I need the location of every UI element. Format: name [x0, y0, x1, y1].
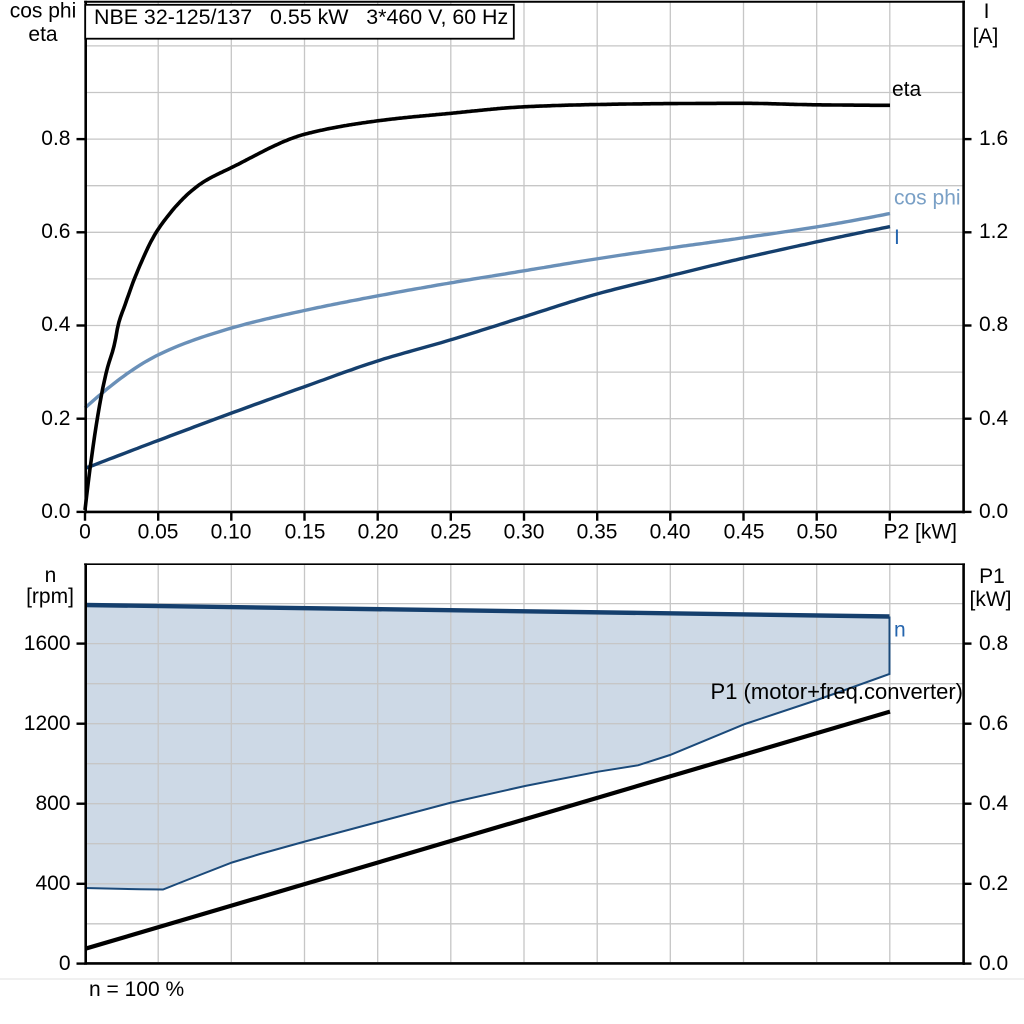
svg-text:0.8: 0.8	[979, 313, 1008, 336]
svg-text:0.2: 0.2	[41, 407, 70, 430]
svg-text:NBE 32-125/137 0.55 kW 3*4: NBE 32-125/137 0.55 kW 3*460 V, 60 Hz	[94, 5, 508, 29]
svg-text:[kW]: [kW]	[970, 588, 1012, 611]
svg-text:[A]: [A]	[973, 25, 999, 48]
svg-text:1.2: 1.2	[979, 220, 1008, 243]
svg-text:0.45: 0.45	[724, 520, 765, 543]
svg-text:0.4: 0.4	[41, 313, 71, 336]
svg-text:400: 400	[35, 872, 70, 895]
svg-text:I: I	[984, 0, 990, 23]
svg-text:eta: eta	[892, 78, 922, 101]
svg-text:cos phi: cos phi	[894, 187, 961, 210]
svg-text:0.0: 0.0	[979, 500, 1008, 523]
svg-text:n = 100 %: n = 100 %	[89, 978, 184, 1001]
svg-text:P2 [kW]: P2 [kW]	[883, 520, 957, 543]
svg-text:[rpm]: [rpm]	[26, 585, 74, 608]
svg-text:0.10: 0.10	[211, 520, 252, 543]
svg-text:0.40: 0.40	[650, 520, 691, 543]
svg-text:0.30: 0.30	[504, 520, 545, 543]
svg-text:1600: 1600	[24, 632, 71, 655]
svg-text:0.6: 0.6	[979, 712, 1008, 735]
svg-text:I: I	[894, 226, 900, 249]
svg-text:0.25: 0.25	[431, 520, 472, 543]
svg-text:cos phi: cos phi	[10, 0, 77, 23]
svg-text:0.50: 0.50	[797, 520, 838, 543]
svg-text:0.0: 0.0	[979, 952, 1008, 975]
svg-text:1.6: 1.6	[979, 127, 1008, 150]
svg-text:n: n	[894, 619, 906, 642]
svg-text:0.15: 0.15	[285, 520, 326, 543]
svg-text:0.4: 0.4	[979, 407, 1009, 430]
svg-text:1200: 1200	[24, 712, 71, 735]
svg-text:0.05: 0.05	[138, 520, 179, 543]
svg-text:0.8: 0.8	[41, 127, 70, 150]
svg-text:n: n	[45, 564, 57, 587]
svg-text:0: 0	[59, 952, 71, 975]
svg-text:0.35: 0.35	[577, 520, 618, 543]
svg-text:0.2: 0.2	[979, 872, 1008, 895]
svg-text:P1: P1	[979, 565, 1005, 588]
svg-text:800: 800	[35, 792, 70, 815]
svg-text:0.4: 0.4	[979, 792, 1009, 815]
svg-text:0: 0	[79, 520, 91, 543]
svg-text:eta: eta	[28, 23, 58, 46]
svg-text:P1 (motor+freq.converter): P1 (motor+freq.converter)	[711, 679, 963, 704]
svg-text:0.6: 0.6	[41, 220, 70, 243]
svg-text:0.20: 0.20	[358, 520, 399, 543]
svg-text:0.0: 0.0	[41, 500, 70, 523]
svg-text:0.8: 0.8	[979, 632, 1008, 655]
